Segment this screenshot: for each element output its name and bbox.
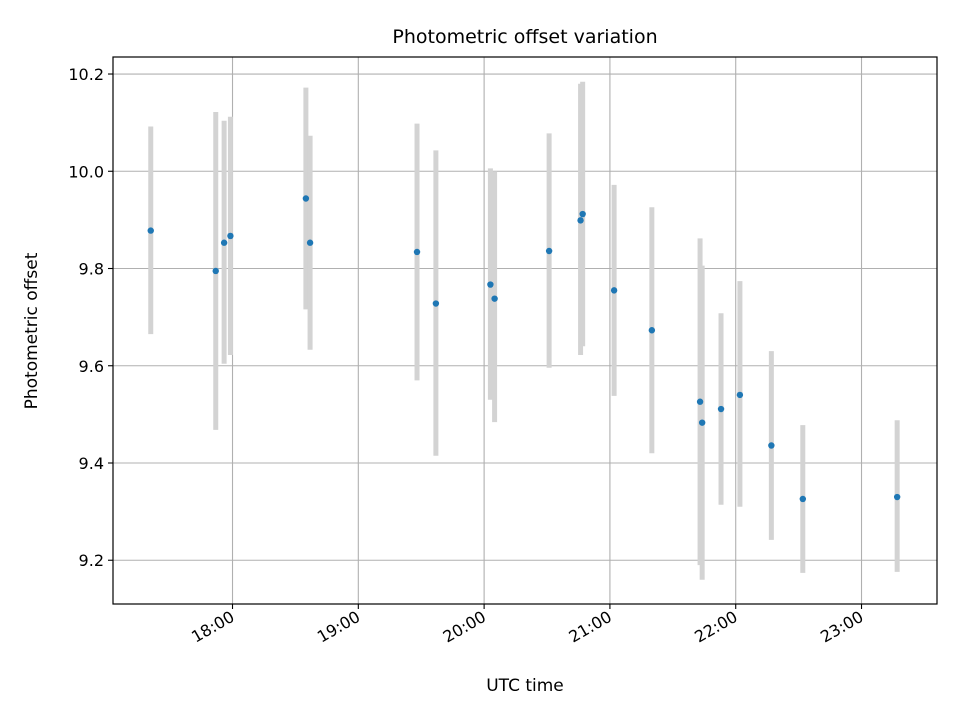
data-point [696, 398, 704, 405]
data-point [147, 227, 154, 234]
data-point [487, 281, 494, 288]
grid-lines [113, 57, 937, 604]
data-point [302, 195, 310, 202]
y-axis-ticks: 9.2 9.4 9.6 9.8 10.0 10.2 [68, 65, 113, 570]
y-axis-title: Photometric offset [22, 252, 42, 409]
y-tick-label: 9.8 [79, 260, 104, 279]
data-point [648, 327, 656, 334]
data-points [147, 195, 901, 503]
data-point [432, 300, 440, 307]
data-point [577, 217, 584, 224]
x-axis-title: UTC time [486, 676, 564, 696]
plot-frame [112, 56, 938, 605]
data-point [491, 295, 498, 302]
y-tick-label: 10.0 [68, 162, 104, 181]
data-point [717, 405, 725, 413]
y-tick-label: 9.6 [79, 357, 104, 376]
data-point [220, 239, 228, 246]
y-tick-label: 9.2 [79, 551, 104, 570]
data-point [579, 210, 586, 218]
data-point [610, 287, 618, 294]
data-point [736, 391, 744, 399]
data-point [893, 493, 901, 501]
data-point [799, 495, 807, 503]
data-point [413, 248, 421, 256]
data-point [212, 267, 219, 275]
chart-title: Photometric offset variation [392, 26, 657, 48]
data-point [306, 239, 314, 246]
y-tick-label: 10.2 [68, 65, 104, 84]
data-point [698, 419, 706, 426]
data-point [227, 232, 234, 240]
data-point [545, 247, 553, 255]
y-tick-label: 9.4 [79, 454, 104, 473]
data-point [768, 442, 775, 449]
